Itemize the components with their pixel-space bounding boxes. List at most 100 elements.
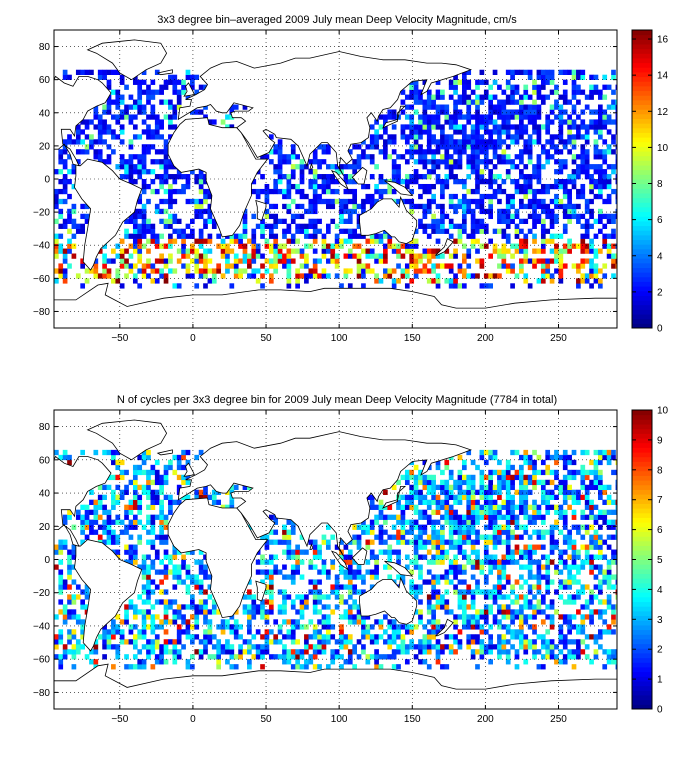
data-cell: [150, 233, 156, 239]
data-cell: [282, 659, 287, 665]
data-cell: [606, 594, 612, 600]
data-cell: [602, 539, 608, 545]
data-cell: [132, 243, 138, 249]
data-cell: [347, 149, 353, 155]
data-cell: [457, 534, 463, 540]
data-cell: [312, 198, 318, 205]
data-cell: [589, 554, 594, 560]
data-cell: [567, 124, 572, 130]
data-cell: [488, 238, 493, 244]
data-cell: [510, 99, 515, 105]
data-cell: [497, 589, 502, 595]
data-cell: [576, 649, 581, 655]
coastline: [255, 199, 267, 221]
data-cell: [527, 569, 533, 575]
data-cell: [124, 104, 129, 110]
data-cell: [159, 524, 164, 530]
data-cell: [514, 609, 520, 615]
data-cell: [558, 579, 564, 585]
data-cell: [501, 233, 507, 239]
data-cell: [247, 659, 252, 665]
data-cell: [264, 614, 270, 620]
data-cell: [343, 174, 349, 180]
data-cell: [211, 278, 217, 284]
data-cell: [461, 258, 467, 264]
data-cell: [106, 514, 112, 520]
data-cell: [505, 629, 511, 635]
data-cell: [523, 139, 529, 145]
data-cell: [576, 564, 581, 570]
data-cell: [67, 649, 72, 655]
coastlines: [54, 39, 617, 328]
data-cell: [431, 499, 436, 505]
data-cell: [361, 519, 366, 525]
data-cell: [374, 534, 379, 540]
data-cell: [492, 599, 498, 605]
data-cell: [492, 154, 498, 160]
data-cell: [97, 634, 103, 640]
data-cell: [488, 454, 493, 461]
data-cell: [225, 619, 230, 625]
data-cell: [247, 644, 252, 650]
data-cell: [562, 474, 568, 481]
data-cell: [207, 609, 213, 615]
data-cell: [321, 238, 327, 244]
data-cell: [378, 509, 384, 515]
data-cell: [185, 268, 191, 274]
data-cell: [286, 539, 292, 545]
data-cell: [580, 484, 586, 491]
data-cell: [299, 169, 305, 175]
data-cell: [580, 159, 586, 165]
data-cell: [146, 134, 151, 140]
data-cell: [554, 589, 559, 595]
data-cell: [554, 519, 559, 525]
data-cell: [589, 248, 594, 254]
data-cell: [597, 104, 603, 110]
data-cell: [426, 479, 432, 486]
data-cell: [150, 238, 156, 244]
data-cell: [347, 283, 353, 289]
data-cell: [510, 139, 515, 145]
data-cell: [602, 174, 608, 180]
data-cell: [457, 549, 463, 555]
colorbar-tick-label: 2: [657, 287, 663, 298]
data-cell: [444, 119, 450, 125]
data-cell: [282, 188, 287, 195]
data-cell: [106, 268, 112, 274]
data-cell: [168, 104, 173, 110]
data-cell: [260, 604, 265, 610]
data-cell: [312, 203, 318, 210]
data-cell: [168, 193, 173, 200]
data-cell: [453, 114, 458, 120]
data-cell: [523, 524, 529, 530]
data-cell: [308, 559, 314, 565]
data-cell: [137, 539, 143, 545]
data-cell: [194, 559, 200, 565]
data-cell: [470, 509, 476, 515]
data-cell: [374, 514, 379, 520]
data-cell: [505, 134, 511, 140]
data-cell: [282, 644, 287, 650]
data-cell: [181, 579, 186, 585]
data-cell: [356, 243, 362, 249]
data-cell: [536, 154, 542, 160]
data-cell: [615, 263, 617, 269]
data-cell: [431, 278, 436, 284]
data-cell: [268, 654, 274, 660]
data-cell: [106, 474, 112, 481]
data-cell: [308, 644, 314, 650]
data-cell: [282, 654, 287, 660]
data-cell: [106, 634, 112, 640]
data-cell: [448, 253, 454, 259]
data-cell: [589, 614, 594, 620]
data-cell: [435, 104, 441, 110]
data-cell: [505, 609, 511, 615]
data-cell: [321, 179, 327, 185]
data-cell: [597, 474, 603, 481]
data-cell: [470, 634, 476, 640]
data-cell: [466, 198, 472, 205]
data-cell: [497, 529, 502, 535]
data-cell: [321, 149, 327, 155]
data-cell: [115, 494, 121, 500]
data-cell: [440, 604, 445, 610]
